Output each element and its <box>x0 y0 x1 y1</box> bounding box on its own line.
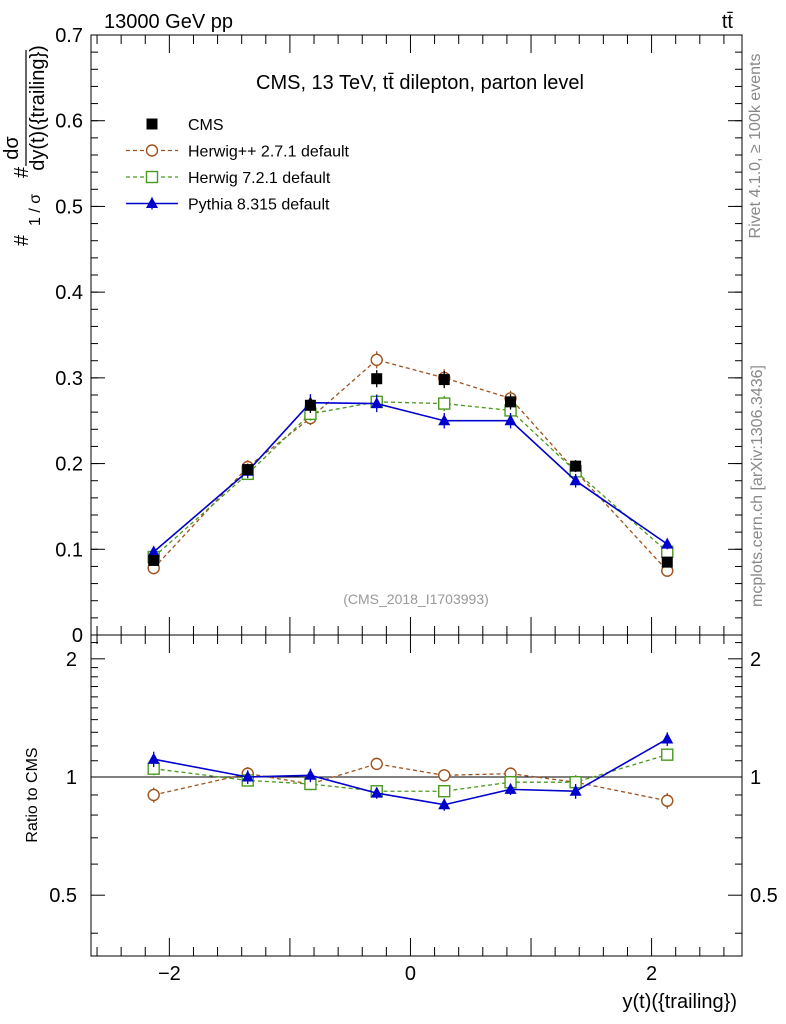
point-herwig-2-7-1-default <box>370 757 383 771</box>
ratio-series-group <box>147 732 674 811</box>
legend-label-herwig-2-7-1-default: Herwig++ 2.7.1 default <box>188 144 350 161</box>
series-line-herwig-7-2-1-default <box>153 401 668 558</box>
y-label-denominator: dy(t)({trailing}) <box>27 45 49 171</box>
x-tick-label: 0 <box>405 963 416 985</box>
legend-label-cms: CMS <box>188 117 224 134</box>
point-cms <box>505 396 517 408</box>
energy-label: 13000 GeV pp <box>104 11 233 33</box>
ratio-y-tick-label-right: 1 <box>750 767 761 789</box>
point-pythia-8-315-default <box>504 414 517 426</box>
point-cms <box>304 399 316 411</box>
point-pythia-8-315-default <box>438 414 451 426</box>
series-line-pythia-8-315-default <box>153 401 668 553</box>
ratio-y-tick-label: 0.5 <box>49 885 77 907</box>
main-y-tick-label: 0.6 <box>55 111 83 133</box>
point-herwig-7-2-1-default <box>438 397 451 410</box>
analysis-id: (CMS_2018_I1703993) <box>343 591 489 607</box>
point-pythia-8-315-default <box>438 798 451 810</box>
y-label-numerator: dσ <box>1 136 23 160</box>
series-line-herwig-2-7-1-default <box>153 763 668 802</box>
x-axis-label: y(t)({trailing}) <box>623 991 737 1013</box>
point-cms <box>371 373 383 385</box>
process-label: tt̄ <box>722 11 734 33</box>
legend-label-pythia-8-315-default: Pythia 8.315 default <box>188 197 330 214</box>
x-tick-label: 2 <box>646 963 657 985</box>
plot-title: CMS, 13 TeV, tt̄ dilepton, parton level <box>256 72 584 94</box>
main-y-tick-label: 0 <box>72 625 83 647</box>
point-pythia-8-315-default <box>147 752 160 764</box>
ratio-y-axis: 0.5 0.5 1 1 2 2 <box>49 642 778 934</box>
y-label-sigma-fraction: 1 / σ <box>27 194 44 226</box>
main-y-tick-label: 0.3 <box>55 368 83 390</box>
point-pythia-8-315-default <box>370 786 383 798</box>
main-y-tick-label: 0.7 <box>55 25 83 47</box>
ratio-y-tick-label: 2 <box>66 649 77 671</box>
legend: CMS Herwig++ 2.7.1 default Herwig 7.2.1 de… <box>126 117 350 214</box>
main-x-axis <box>96 35 725 635</box>
main-y-tick-label: 0.5 <box>55 196 83 218</box>
legend-label-herwig-7-2-1-default: Herwig 7.2.1 default <box>188 170 331 187</box>
legend-marker-cms <box>146 118 158 130</box>
point-pythia-8-315-default <box>504 782 517 794</box>
main-y-tick-label: 0.1 <box>55 539 83 561</box>
point-cms <box>661 556 673 568</box>
ratio-x-axis: −2 0 2 <box>96 635 725 985</box>
point-pythia-8-315-default <box>661 732 674 744</box>
point-herwig-2-7-1-default <box>147 788 160 802</box>
point-pythia-8-315-default <box>661 537 674 549</box>
point-cms <box>570 460 582 472</box>
point-pythia-8-315-default <box>370 397 383 409</box>
point-cms <box>438 374 450 386</box>
point-herwig-2-7-1-default <box>661 794 674 807</box>
ratio-y-tick-label-right: 0.5 <box>750 885 778 907</box>
point-pythia-8-315-default <box>147 545 160 557</box>
point-herwig-2-7-1-default <box>438 769 451 782</box>
main-series-group <box>147 351 674 577</box>
ratio-y-tick-label: 1 <box>66 767 77 789</box>
point-cms <box>148 554 160 566</box>
point-pythia-8-315-default <box>569 474 582 486</box>
rivet-version-label: Rivet 4.1.0, ≥ 100k events <box>747 54 764 239</box>
point-cms <box>242 464 254 476</box>
series-line-herwig-2-7-1-default <box>153 359 668 572</box>
main-y-tick-label: 0.2 <box>55 454 83 476</box>
mcplots-label: mcplots.cern.ch [arXiv:1306.3436] <box>749 365 766 607</box>
legend-marker-herwig-2-7-1-default <box>145 144 159 157</box>
ratio-y-tick-label-right: 2 <box>750 649 761 671</box>
y-label-prefix: # <box>11 234 33 246</box>
point-pythia-8-315-default <box>304 768 317 780</box>
legend-marker-pythia-8-315-default <box>146 197 158 208</box>
ratio-plot-frame <box>90 634 743 957</box>
point-herwig-2-7-1-default <box>370 353 383 367</box>
series-line-herwig-7-2-1-default <box>153 754 668 792</box>
main-y-axis: 0 0.1 0.2 0.3 0.4 0.5 0.6 0.7 <box>55 25 742 647</box>
point-pythia-8-315-default <box>241 770 254 782</box>
ratio-y-label: Ratio to CMS <box>24 747 41 842</box>
main-y-tick-label: 0.4 <box>55 282 83 304</box>
y-label-prefix-2: # <box>11 166 33 178</box>
point-herwig-7-2-1-default <box>661 748 674 761</box>
point-herwig-7-2-1-default <box>438 785 451 798</box>
legend-marker-herwig-7-2-1-default <box>145 170 159 184</box>
point-pythia-8-315-default <box>569 784 582 796</box>
main-y-label: # 1 / σ # dσ dy(t)({trailing}) <box>1 45 49 246</box>
series-line-pythia-8-315-default <box>153 738 668 806</box>
x-tick-label: −2 <box>158 963 181 985</box>
